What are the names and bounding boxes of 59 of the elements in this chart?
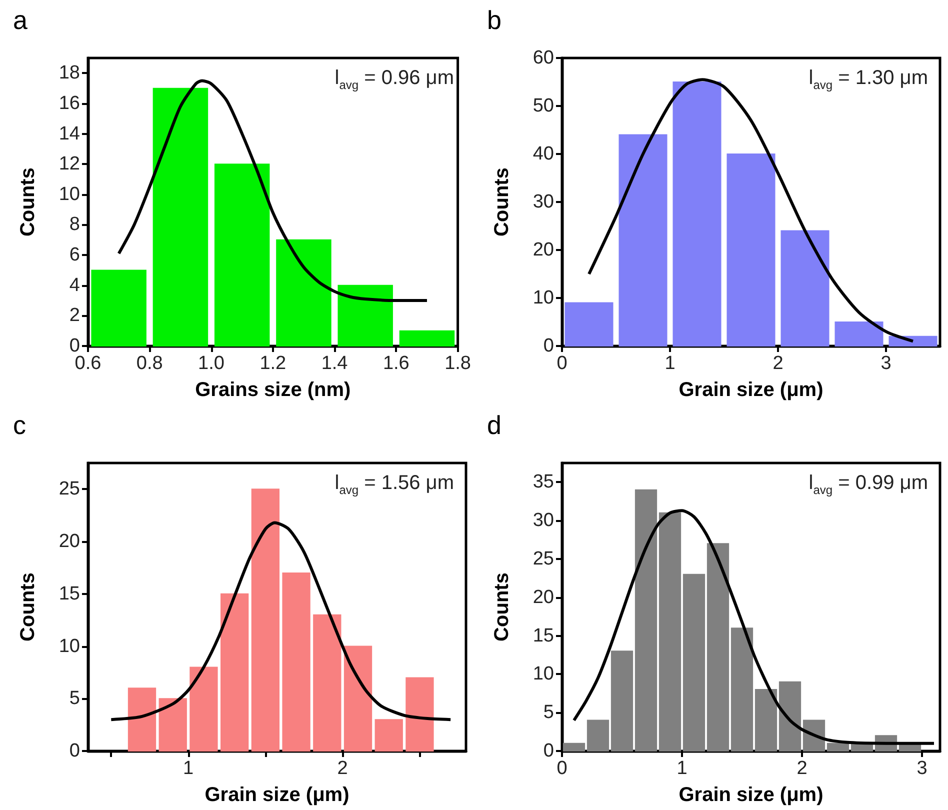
y-tick-label: 40 — [532, 144, 554, 164]
y-tick-label: 2 — [69, 305, 80, 326]
x-axis-title: Grains size (nm) — [195, 379, 351, 401]
y-tick-label: 60 — [532, 48, 554, 68]
x-tick-label: 1 — [676, 758, 688, 779]
y-tick-label: 5 — [69, 688, 80, 710]
y-tick-label: 35 — [532, 472, 554, 493]
x-tick-label: 1.4 — [321, 353, 348, 374]
y-axis-title: Counts — [491, 168, 513, 236]
x-axis-title: Grain size (μm) — [204, 784, 350, 806]
x-tick-label: 1 — [664, 353, 676, 374]
y-tick-label: 15 — [58, 583, 80, 604]
y-tick-label: 5 — [543, 702, 554, 724]
x-tick-label: 1.8 — [444, 353, 472, 374]
y-tick-label: 25 — [58, 478, 80, 500]
y-tick-label: 10 — [58, 184, 80, 205]
x-axis-title: Grain size (μm) — [678, 379, 824, 401]
x-tick-label: 2 — [796, 758, 808, 779]
chart-title: d — [487, 410, 502, 440]
y-tick-label: 20 — [58, 531, 80, 552]
y-tick-label: 25 — [532, 548, 554, 570]
y-tick-label: 0 — [543, 740, 554, 762]
y-tick-label: 8 — [69, 214, 80, 236]
y-tick-label: 30 — [532, 192, 554, 212]
y-tick-label: 4 — [69, 274, 80, 296]
x-tick-label: 0.8 — [136, 353, 163, 374]
y-tick-label: 15 — [532, 625, 554, 646]
line-series — [110, 521, 452, 722]
y-axis-title: Counts — [17, 572, 39, 642]
y-tick-label: 20 — [532, 240, 554, 260]
chart-title: b — [487, 5, 502, 35]
x-tick-label: 2 — [337, 758, 348, 779]
y-tick-label: 6 — [69, 244, 80, 266]
y-tick-label: 50 — [532, 96, 554, 116]
x-tick-label: 0 — [556, 758, 568, 779]
y-axis-title: Counts — [491, 572, 513, 642]
y-tick-label: 18 — [58, 62, 80, 84]
y-tick-label: 0 — [69, 740, 80, 762]
chart-title: a — [13, 5, 28, 35]
y-tick-label: 20 — [532, 586, 554, 608]
x-tick-label: 2 — [772, 353, 784, 374]
y-tick-label: 16 — [58, 92, 80, 114]
x-tick-label: 1.2 — [260, 353, 286, 374]
chart-title: c — [13, 410, 26, 440]
x-tick-label: 0 — [556, 353, 568, 374]
x-tick-label: 3 — [916, 758, 928, 779]
x-tick-label: 1 — [182, 758, 194, 779]
y-tick-label: 0 — [543, 336, 554, 356]
y-tick-label: 14 — [58, 123, 80, 144]
x-tick-label: 1.6 — [382, 353, 410, 374]
x-axis-title: Grain size (μm) — [678, 784, 824, 806]
y-tick-label: 12 — [58, 154, 80, 175]
y-axis-title: Counts — [17, 168, 39, 236]
x-tick-label: 1.0 — [198, 353, 224, 374]
x-tick-label: 3 — [880, 353, 892, 374]
y-tick-label: 10 — [532, 288, 554, 308]
y-tick-label: 10 — [58, 636, 80, 657]
y-tick-label: 10 — [532, 664, 554, 685]
y-tick-label: 30 — [532, 510, 554, 532]
